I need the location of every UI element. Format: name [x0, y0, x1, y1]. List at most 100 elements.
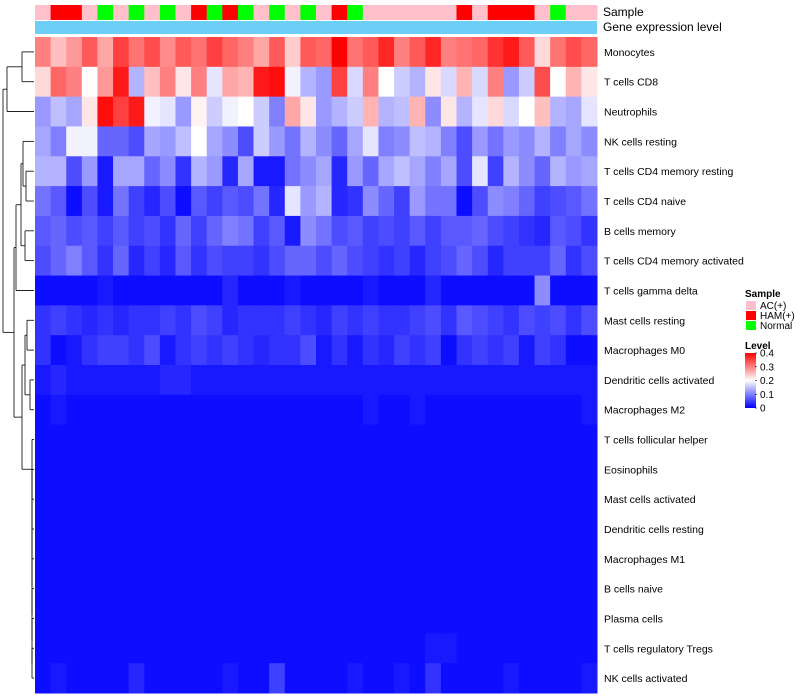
heatmap-cell [362, 543, 379, 575]
heatmap-cell [534, 186, 551, 217]
sample-cell [440, 5, 457, 20]
heatmap-cell [159, 573, 176, 605]
heatmap-cell [378, 663, 395, 694]
heatmap-cell [128, 484, 145, 515]
heatmap-cell [128, 215, 145, 247]
heatmap-cell [113, 394, 130, 426]
heatmap-cell [425, 37, 442, 68]
sample-cell [237, 5, 255, 20]
heatmap-cell [550, 245, 567, 277]
heatmap-cell [97, 663, 114, 694]
heatmap-cell [50, 663, 67, 694]
sample-cell [175, 5, 192, 20]
heatmap-cell [409, 424, 426, 455]
sample-cell [503, 5, 520, 20]
heatmap-cell [50, 394, 67, 426]
heatmap-cell [487, 66, 504, 98]
heatmap-cell [440, 633, 457, 664]
heatmap-cell [50, 37, 67, 68]
sample-cell [206, 5, 223, 20]
heatmap-cell [503, 96, 520, 127]
heatmap-cell [362, 245, 379, 277]
heatmap-cell [253, 365, 270, 396]
row-label: Plasma cells [604, 613, 663, 625]
heatmap-cell [316, 454, 333, 485]
heatmap-cell [66, 275, 83, 306]
heatmap-cell [409, 37, 426, 68]
legend-label: Normal [760, 321, 792, 332]
heatmap-cell [66, 37, 83, 68]
heatmap-cell [331, 156, 348, 187]
heatmap-cell [253, 66, 270, 98]
heatmap-cell [550, 305, 567, 336]
heatmap-cell [113, 126, 130, 157]
heatmap-cell [175, 603, 192, 634]
heatmap-cell [456, 573, 473, 605]
heatmap-cell [237, 335, 255, 366]
heatmap-cell [440, 156, 457, 187]
heatmap-cell [35, 454, 52, 485]
heatmap-cell [175, 543, 192, 575]
sample-cell [362, 5, 379, 20]
heatmap-cell [237, 37, 255, 68]
heatmap-cell [97, 126, 114, 157]
heatmap-cell [472, 275, 489, 306]
heatmap-cell [128, 573, 145, 605]
sample-cell [456, 5, 473, 20]
heatmap-cell [316, 573, 333, 605]
heatmap-cell [237, 424, 255, 455]
heatmap-cell [409, 96, 426, 127]
heatmap-cell [175, 335, 192, 366]
heatmap-cell [472, 126, 489, 157]
heatmap-cell [113, 186, 130, 217]
heatmap-cell [503, 484, 520, 515]
heatmap-cell [191, 96, 208, 127]
heatmap-cell [175, 484, 192, 515]
sample-cell [565, 5, 582, 20]
heatmap-cell [362, 37, 379, 68]
legend-swatch [746, 321, 756, 330]
heatmap-cell [472, 514, 489, 545]
heatmap-cell [316, 275, 333, 306]
heatmap-cell [378, 484, 395, 515]
heatmap-cell [472, 156, 489, 187]
heatmap-cell [394, 335, 411, 366]
legend-tick-label: 0.3 [760, 362, 774, 373]
heatmap-cell [222, 454, 239, 485]
heatmap-cell [113, 335, 130, 366]
heatmap-cell [81, 66, 98, 98]
heatmap-cell [534, 573, 551, 605]
row-label: NK cells resting [604, 136, 677, 148]
heatmap-cell [565, 454, 582, 485]
heatmap-cell [534, 245, 551, 277]
heatmap-cell [206, 305, 223, 336]
heatmap-cell [456, 215, 473, 247]
heatmap-cell [378, 394, 395, 426]
heatmap-cell [331, 305, 348, 336]
heatmap-cell [253, 424, 270, 455]
heatmap-cell [159, 365, 176, 396]
heatmap-cell [456, 484, 473, 515]
heatmap-cell [581, 126, 598, 157]
heatmap-cell [237, 186, 255, 217]
heatmap-cell [565, 215, 582, 247]
heatmap-cell [144, 305, 161, 336]
heatmap-cell [378, 633, 395, 664]
legend-sample-title: Sample [745, 289, 781, 300]
heatmap-cell [503, 454, 520, 485]
heatmap-cell [409, 245, 426, 277]
heatmap-cell [518, 305, 536, 336]
heatmap-cell [581, 305, 598, 336]
heatmap-cell [253, 543, 270, 575]
heatmap-cell [222, 245, 239, 277]
heatmap-cell [175, 96, 192, 127]
heatmap-cell [362, 305, 379, 336]
heatmap-cell [347, 305, 364, 336]
heatmap-cell [128, 514, 145, 545]
heatmap-cell [144, 215, 161, 247]
heatmap-cell [35, 633, 52, 664]
row-label: B cells naive [604, 584, 663, 596]
heatmap-cell [409, 573, 426, 605]
heatmap-cell [394, 514, 411, 545]
heatmap-cell [269, 335, 286, 366]
